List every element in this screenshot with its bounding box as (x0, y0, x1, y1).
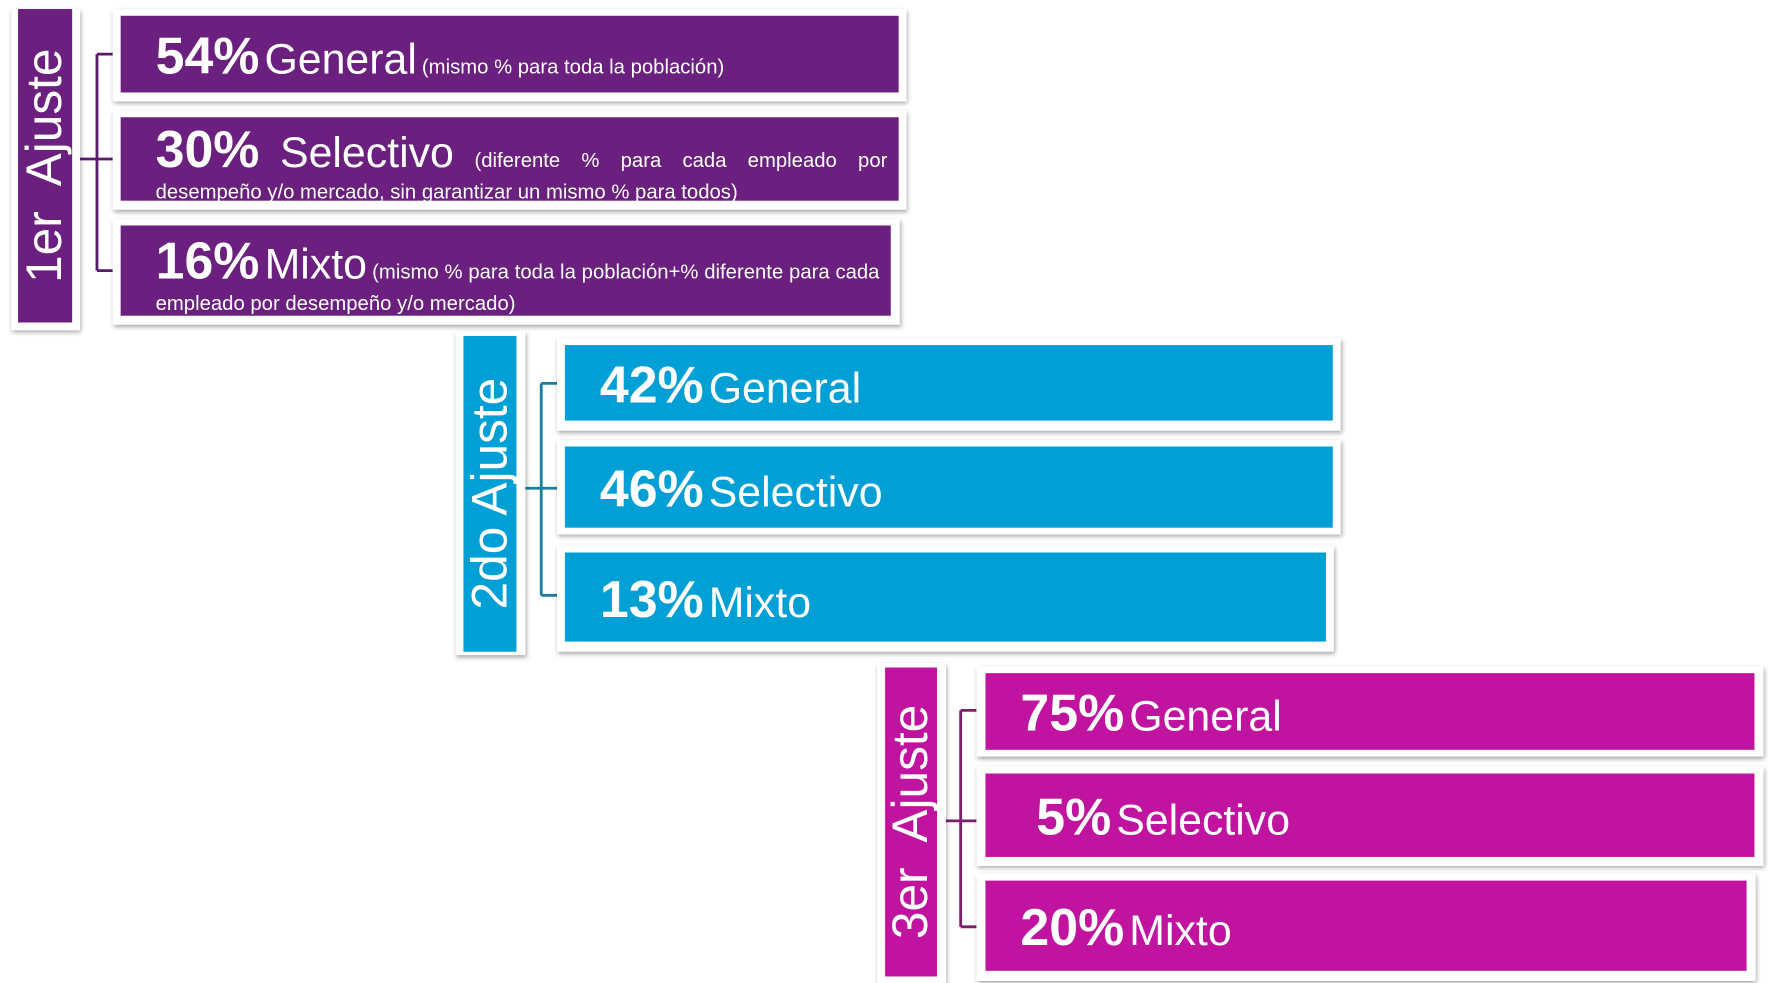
item-name: Selectivo (708, 469, 883, 517)
item-text: 42% General (600, 354, 1322, 416)
item-name: General (264, 36, 417, 84)
item-box: 20% Mixto (985, 880, 1747, 971)
item-frame: 30% Selectivo (diferente % para cada emp… (112, 110, 907, 210)
item-box: 46% Selectivo (564, 446, 1333, 528)
item-percent: 30% (155, 119, 260, 178)
item-box: 75% General (985, 673, 1755, 750)
group-label: 1er Ajuste (16, 9, 73, 323)
item-frame: 16% Mixto (mismo % para toda la població… (112, 218, 900, 325)
group-label-frame: 2do Ajuste (455, 331, 526, 656)
bracket (524, 381, 558, 597)
item-text: 16% Mixto (mismo % para toda la població… (156, 230, 880, 317)
item-percent: 42% (599, 355, 704, 414)
item-frame: 20% Mixto (976, 873, 1756, 981)
item-text: 5% Selectivo (1036, 786, 1743, 848)
item-frame: 54% General (mismo % para toda la poblac… (112, 9, 907, 102)
item-note: (mismo % para toda la población+% difere… (155, 260, 880, 315)
item-text: 75% General (1020, 683, 1743, 745)
item-name: General (1129, 693, 1282, 742)
item-note: (diferente % para cada empleado por dese… (155, 148, 888, 203)
item-percent: 54% (155, 26, 260, 86)
item-box: 42% General (564, 345, 1333, 421)
item-box: 30% Selectivo (diferente % para cada emp… (120, 117, 899, 203)
item-percent: 75% (1020, 683, 1125, 743)
item-name: General (708, 365, 862, 413)
item-box: 5% Selectivo (985, 773, 1755, 857)
bracket (944, 708, 977, 929)
group-label: 2do Ajuste (461, 336, 517, 652)
item-box: 54% General (mismo % para toda la poblac… (120, 15, 899, 93)
group-label-text: 2do Ajuste (461, 378, 517, 610)
group-label-text: 1er Ajuste (16, 48, 73, 283)
item-box: 13% Mixto (564, 552, 1326, 642)
item-frame: 42% General (557, 338, 1341, 431)
group-label-text: 3er Ajuste (882, 704, 939, 940)
item-frame: 46% Selectivo (557, 439, 1341, 535)
item-name: Selectivo (280, 129, 454, 177)
item-name: Selectivo (1116, 797, 1291, 845)
bracket (78, 52, 113, 273)
item-text: 46% Selectivo (600, 458, 1322, 520)
item-text: 30% Selectivo (diferente % para cada emp… (156, 118, 888, 205)
item-name: Mixto (1129, 908, 1232, 956)
item-frame: 5% Selectivo (976, 766, 1764, 866)
item-frame: 13% Mixto (557, 545, 1334, 652)
item-name: Mixto (708, 579, 812, 627)
group-label: 3er Ajuste (882, 667, 939, 977)
item-percent: 20% (1020, 897, 1125, 957)
group-label-frame: 1er Ajuste (11, 9, 81, 331)
item-percent: 16% (155, 230, 260, 290)
group-label-frame: 3er Ajuste (877, 662, 947, 983)
item-percent: 5% (1036, 787, 1112, 847)
item-text: 13% Mixto (600, 568, 1315, 630)
item-note: (mismo % para toda la población) (421, 55, 725, 79)
item-box: 16% Mixto (mismo % para toda la població… (120, 225, 891, 317)
item-percent: 13% (599, 569, 704, 628)
item-text: 54% General (mismo % para toda la poblac… (156, 25, 888, 87)
item-frame: 75% General (976, 666, 1764, 757)
item-percent: 46% (599, 459, 704, 519)
item-text: 20% Mixto (1020, 897, 1735, 959)
item-name: Mixto (264, 240, 367, 289)
